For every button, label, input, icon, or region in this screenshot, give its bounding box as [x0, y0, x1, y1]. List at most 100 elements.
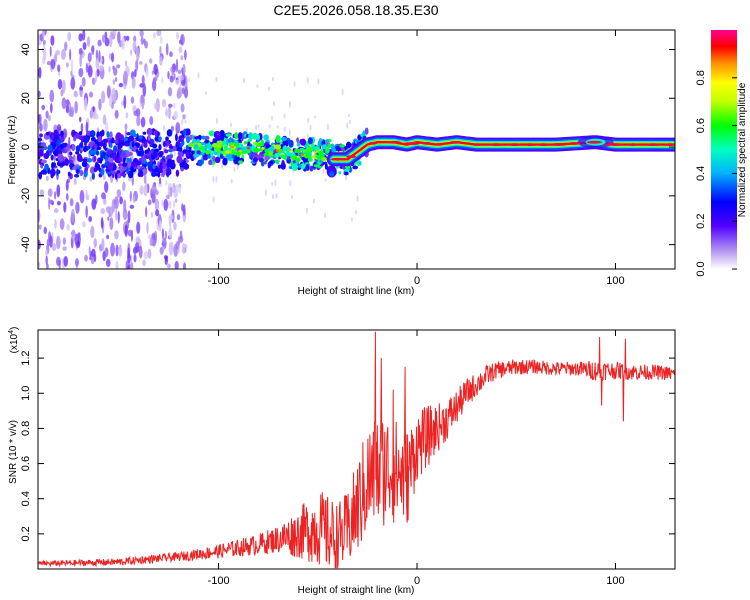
spectrogram-panel: -100 0 100 -40 -20 0 20 40 Height of straight …: [7, 29, 676, 297]
spectrogram-cell: [151, 171, 157, 178]
spectrogram-cell: [318, 153, 325, 159]
spectrogram-speckle: [71, 229, 76, 241]
spectrogram-speckle: [49, 235, 53, 248]
spectrogram-cell: [274, 152, 280, 159]
spectrogram-cell: [69, 151, 73, 156]
snr-y-tick-label: 0.2: [20, 526, 32, 541]
spectrogram-speckle: [171, 69, 175, 76]
spectrogram-cell: [178, 135, 182, 143]
spectrogram-cell: [100, 129, 105, 136]
spectrogram-cell: [309, 165, 314, 172]
spectrogram-cell: [204, 139, 210, 144]
spectrogram-cell: [50, 154, 54, 161]
spectrogram-cell: [113, 145, 118, 152]
spectrogram-cell: [82, 158, 88, 163]
spectrogram-speckle: [184, 49, 187, 61]
snr-x-ticks: -100 0 100: [208, 330, 625, 587]
spectrogram-speckle: [116, 64, 121, 69]
spectrogram-cell: [216, 140, 223, 145]
spectrogram-speckle: [271, 115, 274, 121]
spectrogram-cell: [223, 145, 228, 151]
spectrogram-cell: [196, 138, 201, 144]
spectrogram-y-tick-label: 0: [20, 144, 32, 150]
spectrogram-y-tick-label: 20: [20, 92, 32, 104]
spectrogram-speckle: [51, 243, 57, 251]
spectrogram-cell: [251, 132, 258, 140]
spectrogram-speckle: [173, 200, 176, 208]
spectrogram-speckle: [172, 183, 176, 194]
snr-y-multiplier-base: (x10: [9, 333, 20, 353]
spectrogram-speckle: [79, 84, 83, 98]
spectrogram-speckle: [46, 61, 52, 66]
spectrogram-cell: [198, 159, 203, 167]
spectrogram-cell: [324, 163, 328, 170]
spectrogram-speckle: [156, 30, 162, 37]
spectrogram-speckle: [94, 113, 99, 120]
spectrogram-cell: [211, 143, 219, 148]
spectrogram-cell: [345, 141, 352, 149]
spectrogram-cell: [100, 155, 104, 160]
spectrogram-cell: [102, 138, 109, 143]
spectrogram-speckle: [42, 56, 46, 65]
spectrogram-cell: [74, 164, 80, 168]
spectrogram-cell: [152, 163, 156, 170]
spectrogram-cell: [95, 146, 102, 151]
spectrogram-cell: [304, 154, 311, 159]
spectrogram-speckle: [64, 41, 68, 51]
spectrogram-cell: [56, 145, 60, 151]
spectrogram-cell: [138, 150, 143, 156]
spectrogram-speckle: [43, 226, 48, 235]
spectrogram-cell: [315, 154, 320, 159]
spectrogram-cell: [53, 129, 59, 138]
spectrogram-speckle: [48, 115, 51, 122]
spectrogram-speckle: [133, 35, 137, 43]
spectrogram-cell: [68, 155, 74, 160]
spectrogram-speckle: [276, 125, 279, 129]
spectrogram-speckle: [38, 90, 41, 98]
spectrogram-speckle: [66, 223, 70, 231]
spectrogram-y-label: Frequency (Hz): [7, 116, 18, 185]
spectrogram-speckle: [168, 226, 173, 239]
spectrogram-speckle: [174, 260, 179, 269]
spectrogram-speckle: [76, 240, 81, 249]
spectrogram-speckle: [78, 47, 83, 56]
spectrogram-speckle: [78, 67, 84, 78]
spectrogram-speckle: [183, 86, 189, 99]
spectrogram-speckle: [212, 175, 215, 183]
snr-y-multiplier-close: ): [9, 327, 20, 330]
spectrogram-cell: [296, 137, 300, 143]
spectrogram-speckle: [129, 49, 133, 56]
spectrogram-peak: [472, 143, 483, 147]
spectrogram-cell: [287, 156, 290, 161]
spectrogram-cell: [71, 143, 76, 152]
spectrogram-speckle: [65, 193, 69, 201]
spectrogram-speckle: [166, 263, 171, 269]
snr-x-tick-label: -100: [208, 575, 230, 587]
colorbar-tick-label: 0.2: [695, 214, 707, 229]
spectrogram-speckle: [134, 60, 139, 71]
spectrogram-cell: [126, 132, 131, 136]
spectrogram-speckle: [98, 98, 102, 111]
spectrogram-speckle: [288, 100, 291, 108]
spectrogram-cell: [146, 127, 153, 136]
spectrogram-cell: [38, 171, 43, 180]
spectrogram-speckle: [78, 33, 84, 42]
spectrogram-speckle: [42, 30, 45, 39]
spectrogram-cell: [210, 151, 214, 159]
svg-text:(x104): (x104): [8, 327, 20, 354]
spectrogram-speckle: [165, 256, 168, 262]
snr-y-tick-label: 1.2: [20, 350, 32, 365]
spectrogram-cell: [148, 139, 154, 145]
spectrogram-speckle: [102, 114, 107, 125]
spectrogram-cell: [214, 156, 221, 164]
spectrogram-speckle: [175, 58, 179, 73]
spectrogram-speckle: [245, 128, 248, 132]
spectrogram-cell: [182, 128, 187, 136]
spectrogram-speckle: [177, 69, 181, 75]
snr-y-tick-label: 0.4: [20, 491, 32, 506]
spectrogram-speckle: [236, 164, 239, 170]
spectrogram-speckle: [143, 173, 147, 185]
spectrogram-cell: [276, 160, 279, 165]
spectrogram-speckle: [170, 125, 175, 132]
